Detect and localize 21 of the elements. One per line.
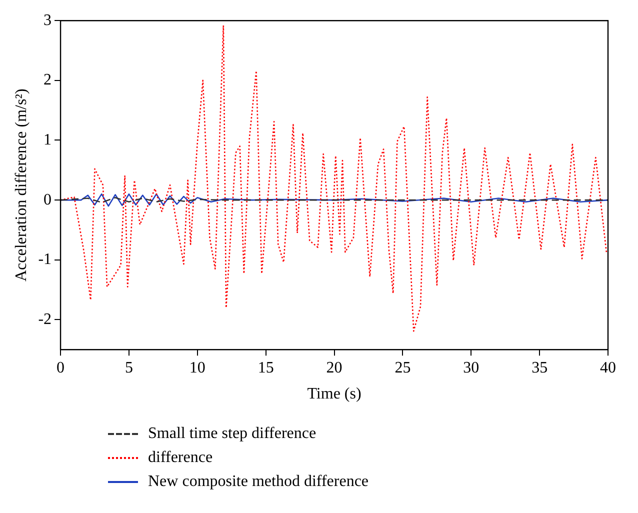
- y-tick-label: 2: [44, 72, 52, 89]
- x-tick-label: 40: [600, 359, 616, 376]
- x-tick-label: 5: [124, 359, 133, 376]
- x-tick-label: 15: [258, 359, 274, 376]
- x-tick-label: 30: [463, 359, 480, 376]
- x-tick-label: 25: [394, 359, 411, 376]
- legend-label: New composite method difference: [148, 473, 369, 491]
- y-tick-label: 1: [44, 131, 52, 148]
- legend-label: Small time step difference: [148, 425, 316, 443]
- x-axis-title: Time (s): [307, 386, 362, 403]
- x-tick-label: 0: [56, 359, 65, 376]
- y-tick-label: 3: [44, 12, 52, 29]
- legend-label: difference: [148, 449, 213, 467]
- x-tick-label: 20: [326, 359, 342, 376]
- y-tick-label: -2: [38, 310, 52, 328]
- y-axis-title: Acceleration difference (m/s²): [12, 88, 30, 282]
- line-series: [60, 24, 608, 332]
- x-tick-label: 35: [532, 359, 548, 376]
- x-tick-label: 10: [189, 359, 206, 376]
- y-tick-label: -1: [38, 251, 52, 268]
- y-tick-label: 0: [44, 191, 52, 208]
